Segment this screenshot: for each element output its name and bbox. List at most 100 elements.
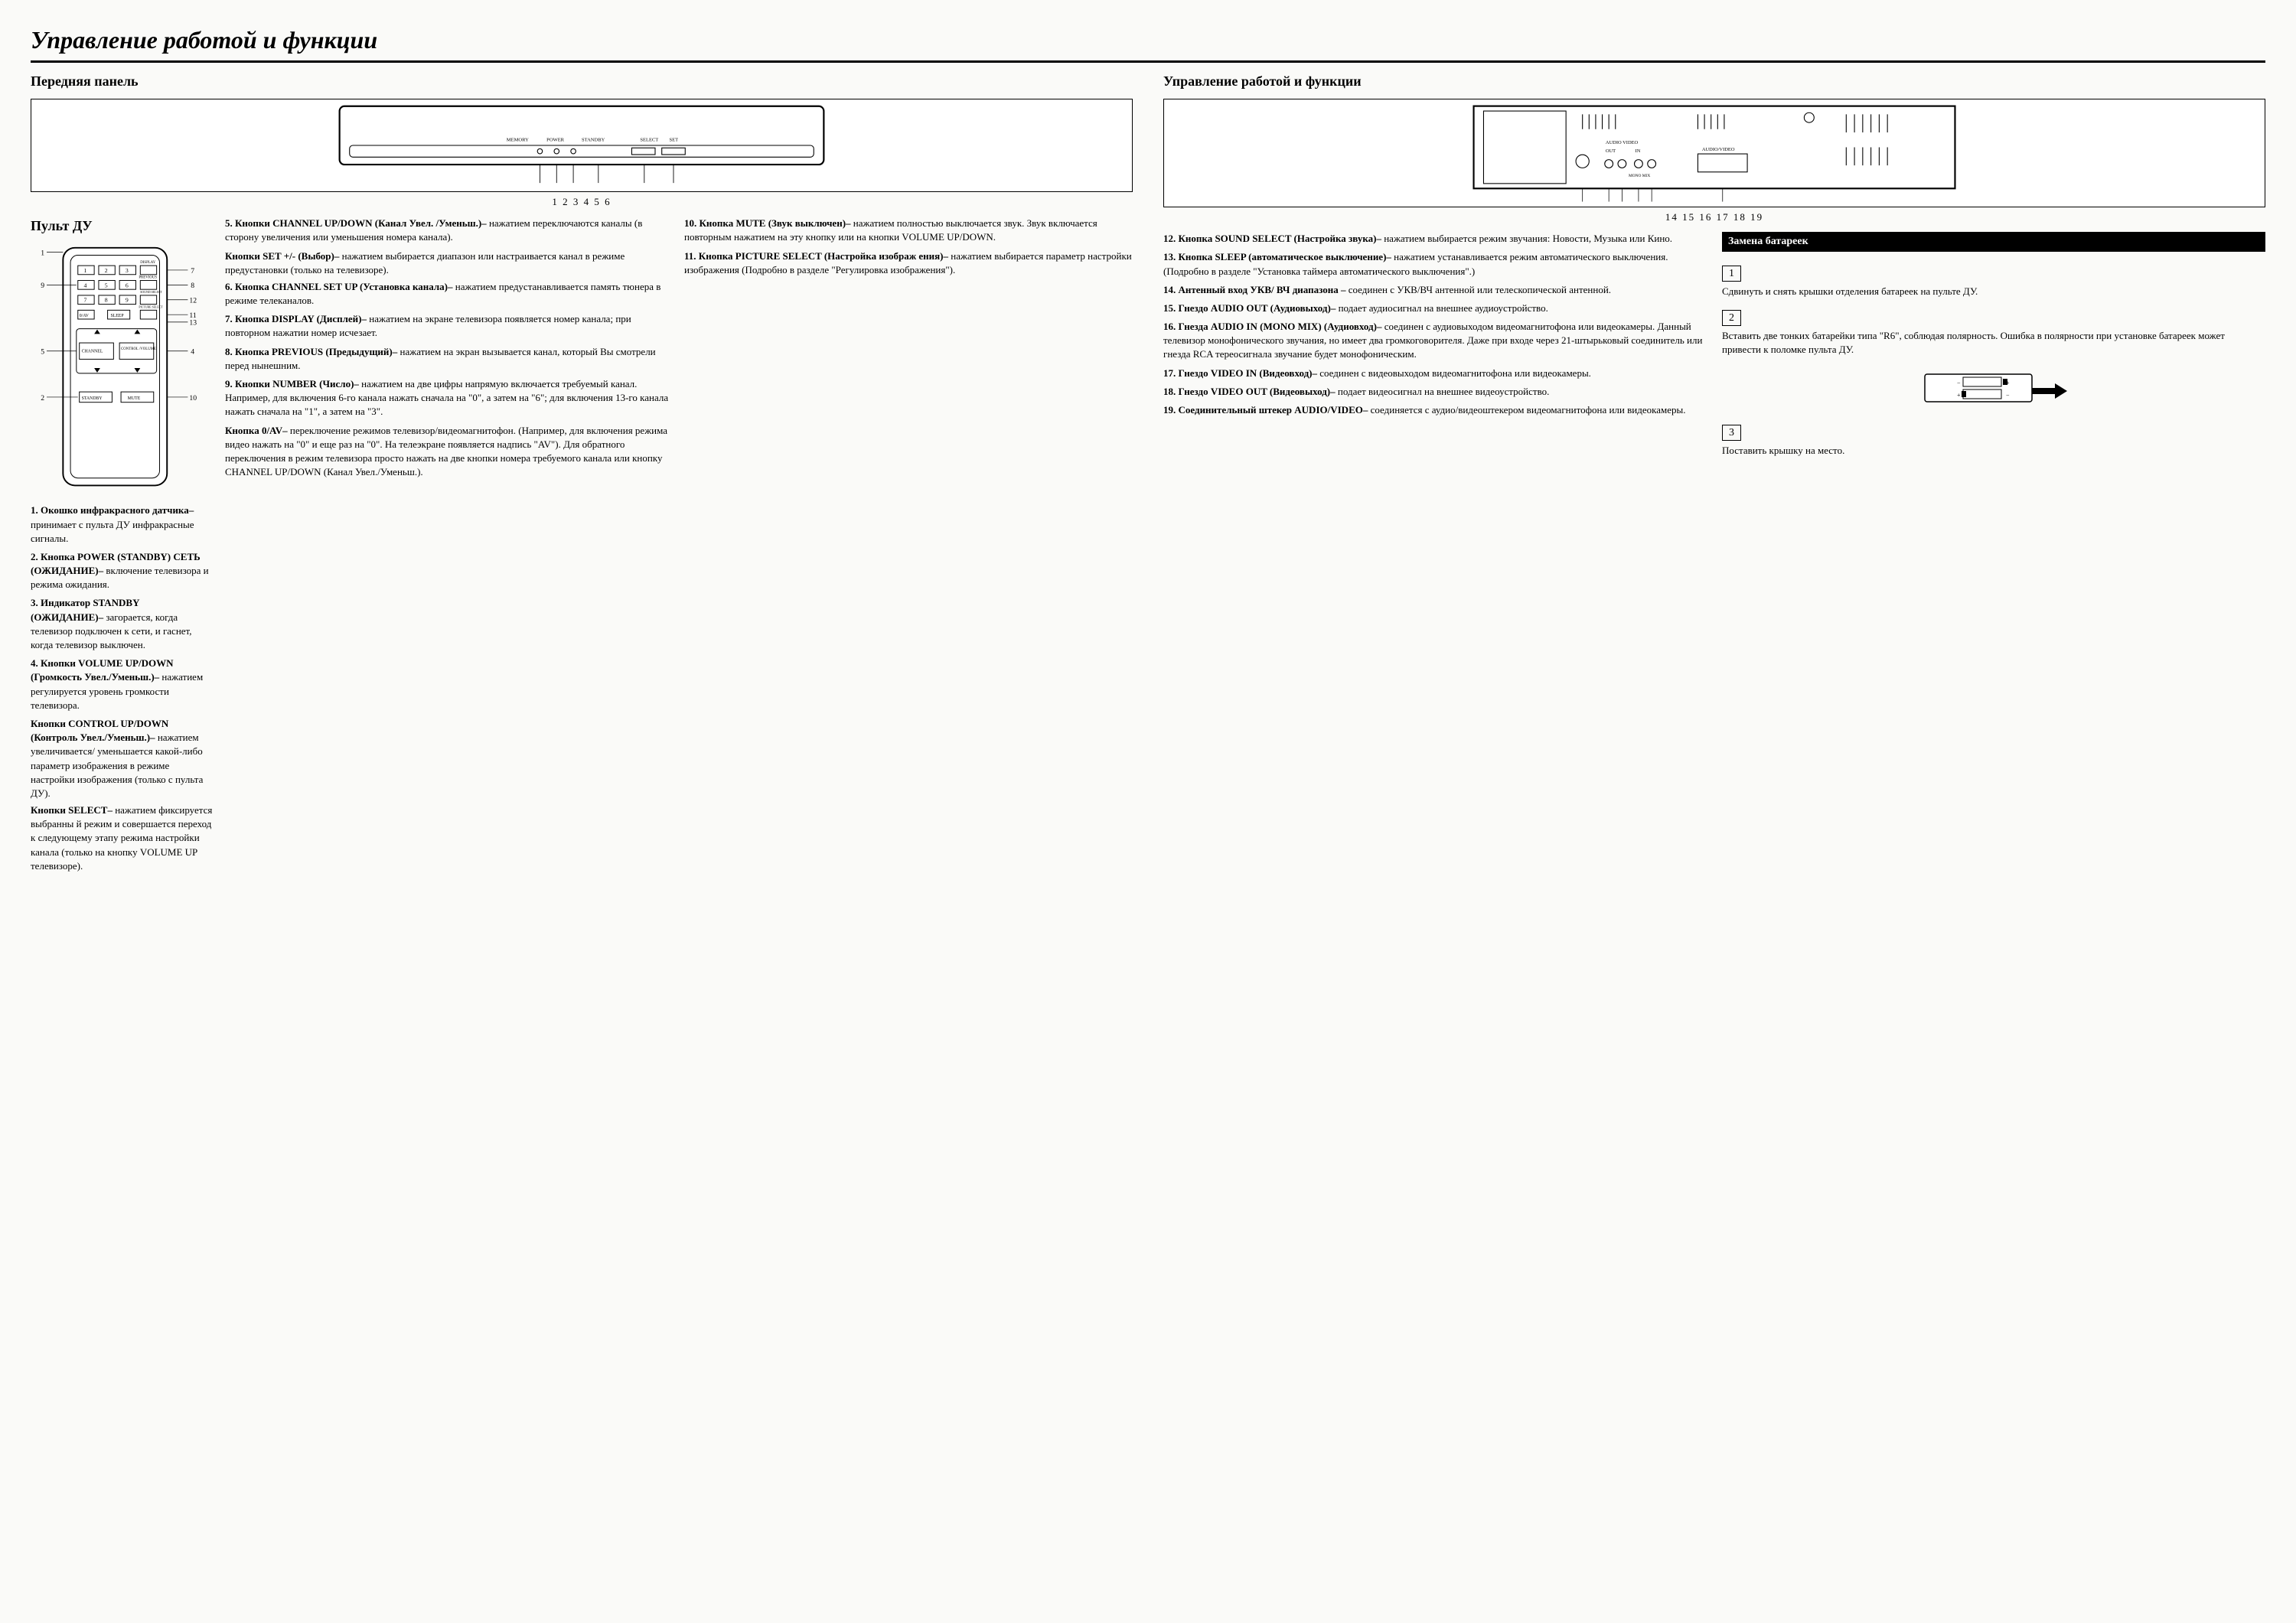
desc-item: 13. Кнопка SLEEP (автоматическое выключе… (1163, 250, 1707, 278)
left-column: Передняя панель MEMORY POWER STANDBY SEL… (31, 72, 1133, 876)
desc-num: 18. (1163, 386, 1179, 397)
svg-text:SELECT: SELECT (640, 138, 658, 143)
desc-item: 6. Кнопка CHANNEL SET UP (Установка кана… (225, 280, 673, 308)
desc-item: 7. Кнопка DISPLAY (Дисплей)– нажатием на… (225, 312, 673, 340)
desc-item: 17. Гнездо VIDEO IN (Видеовход)– соедине… (1163, 367, 1707, 380)
desc-title: Кнопки NUMBER (Число)– (235, 378, 361, 389)
desc-title: Кнопка MUTE (Звук выключен)– (700, 217, 853, 229)
svg-text:POWER: POWER (546, 138, 565, 143)
svg-text:IN: IN (1636, 148, 1641, 154)
svg-text:9: 9 (126, 297, 129, 304)
desc-text: соединяется с аудио/видеоштекером видеом… (1371, 404, 1686, 416)
step-1-num: 1 (1722, 266, 1741, 282)
desc-item: 9. Кнопки NUMBER (Число)– нажатием на дв… (225, 377, 673, 419)
front-panel-numbers: 1 2 3 4 5 6 (31, 195, 1133, 209)
desc-title: Гнездо AUDIO OUT (Аудиовыход)– (1179, 302, 1339, 314)
step-1-text: Сдвинуть и снять крышки отделения батаре… (1722, 285, 2265, 298)
desc-num: 19. (1163, 404, 1179, 416)
svg-text:2: 2 (41, 394, 44, 402)
desc-num: 16. (1163, 321, 1179, 332)
desc-list-col2c: 10. Кнопка MUTE (Звук выключен)– нажатие… (684, 217, 1133, 277)
desc-item: 12. Кнопка SOUND SELECT (Настройка звука… (1163, 232, 1707, 246)
desc-num: 9. (225, 378, 235, 389)
desc-title: Кнопка 0/AV– (225, 425, 290, 436)
svg-text:AUDIO VIDEO: AUDIO VIDEO (1606, 140, 1639, 145)
svg-text:DISPLAY: DISPLAY (140, 262, 156, 266)
desc-title: Кнопка DISPLAY (Дисплей)– (235, 313, 369, 324)
desc-num: 5. (225, 217, 235, 229)
right-column: Управление работой и функции AUDIO VIDEO… (1163, 72, 2265, 876)
desc-subpara: Кнопки SELECT– нажатием фиксируется выбр… (31, 803, 214, 873)
svg-text:13: 13 (189, 319, 197, 328)
remote-icon: 1 2 3 DISPLAY 4 5 6 PREVIOUS 7 8 9 SOUND… (38, 243, 207, 496)
title-rule (31, 60, 2265, 63)
rear-panel-numbers: 14 15 16 17 18 19 (1163, 210, 2265, 224)
desc-title: Кнопки CHANNEL UP/DOWN (Канал Увел. /Уме… (235, 217, 489, 229)
desc-num: 3. (31, 597, 41, 608)
desc-num: 14. (1163, 284, 1179, 295)
svg-text:OUT: OUT (1606, 148, 1616, 154)
desc-title: Гнездо VIDEO OUT (Видеовыход)– (1179, 386, 1338, 397)
desc-subpara: Кнопка 0/AV– переключение режимов телеви… (225, 424, 673, 480)
svg-text:MEMORY: MEMORY (507, 138, 529, 143)
desc-title: Окошко инфракрасного датчика– (41, 504, 194, 516)
desc-title: Кнопка SOUND SELECT (Настройка звука)– (1179, 233, 1384, 244)
desc-title: Гнезда AUDIO IN (MONO MIX) (Аудиовход)– (1179, 321, 1384, 332)
desc-text: соединен с УКВ/ВЧ антенной или телескопи… (1349, 284, 1611, 295)
desc-num: 2. (31, 551, 41, 562)
battery-section: Замена батареек 1 Сдвинуть и снять крышк… (1722, 232, 2265, 462)
battery-diagram: + − − + (1722, 365, 2265, 411)
desc-title: Антенный вход УКВ/ ВЧ диапазона – (1179, 284, 1349, 295)
svg-text:8: 8 (105, 297, 108, 304)
desc-item: 11. Кнопка PICTURE SELECT (Настройка изо… (684, 249, 1133, 277)
svg-text:+: + (1957, 392, 1961, 399)
desc-item: 1. Окошко инфракрасного датчика– принима… (31, 504, 214, 546)
desc-num: 10. (684, 217, 700, 229)
svg-text:STANDBY: STANDBY (82, 396, 103, 401)
desc-col-right: 10. Кнопка MUTE (Звук выключен)– нажатие… (684, 217, 1133, 876)
desc-num: 1. (31, 504, 41, 516)
desc-text: подает аудиосигнал на внешнее аудиоустро… (1339, 302, 1548, 314)
desc-title: Кнопки VOLUME UP/DOWN (Громкость Увел./У… (31, 657, 173, 683)
desc-item: 14. Антенный вход УКВ/ ВЧ диапазона – со… (1163, 283, 1707, 297)
desc-title: Кнопки SELECT– (31, 804, 115, 816)
svg-text:3: 3 (126, 267, 129, 274)
desc-num: 8. (225, 346, 235, 357)
desc-item: 10. Кнопка MUTE (Звук выключен)– нажатие… (684, 217, 1133, 244)
desc-list-col2: 5. Кнопки CHANNEL UP/DOWN (Канал Увел. /… (225, 217, 673, 479)
svg-text:4: 4 (84, 282, 87, 289)
desc-num: 11. (684, 250, 699, 262)
left-columns-wrap: Пульт ДУ 1 2 3 DISPLAY 4 5 6 PREVIOUS 7 … (31, 217, 1133, 876)
desc-item: 4. Кнопки VOLUME UP/DOWN (Громкость Увел… (31, 657, 214, 712)
svg-text:PREVIOUS: PREVIOUS (139, 276, 157, 280)
svg-text:SLEEP: SLEEP (110, 314, 123, 318)
desc-num: 12. (1163, 233, 1179, 244)
desc-num: 7. (225, 313, 235, 324)
desc-subpara: Кнопки SET +/- (Выбор)– нажатием выбирае… (225, 249, 673, 277)
svg-text:5: 5 (41, 348, 44, 357)
svg-text:AUDIO/VIDEO: AUDIO/VIDEO (1702, 147, 1735, 152)
desc-item: 5. Кнопки CHANNEL UP/DOWN (Канал Увел. /… (225, 217, 673, 244)
svg-text:+: + (2006, 380, 2010, 386)
step-2-text: Вставить две тонких батарейки типа "R6",… (1722, 329, 2265, 357)
desc-title: Кнопки SET +/- (Выбор)– (225, 250, 342, 262)
right-two-cols: 12. Кнопка SOUND SELECT (Настройка звука… (1163, 232, 2265, 462)
svg-text:7: 7 (84, 297, 87, 304)
desc-list-right: 12. Кнопка SOUND SELECT (Настройка звука… (1163, 232, 1707, 417)
svg-text:5: 5 (105, 282, 108, 289)
tv-front-icon: MEMORY POWER STANDBY SELECT SET (31, 99, 1132, 191)
svg-text:8: 8 (191, 282, 194, 291)
desc-num: 15. (1163, 302, 1179, 314)
svg-text:1: 1 (84, 267, 87, 274)
desc-num: 6. (225, 281, 235, 292)
desc-title: Кнопка PICTURE SELECT (Настройка изображ… (699, 250, 951, 262)
step-3-text: Поставить крышку на место. (1722, 444, 2265, 458)
desc-num: 17. (1163, 367, 1179, 379)
desc-title: Кнопка PREVIOUS (Предыдущий)– (235, 346, 400, 357)
desc-title: Кнопки CONTROL UP/DOWN (Контроль Увел./У… (31, 718, 168, 743)
desc-col-middle: 5. Кнопки CHANNEL UP/DOWN (Канал Увел. /… (225, 217, 673, 876)
desc-item: 16. Гнезда AUDIO IN (MONO MIX) (Аудиовхо… (1163, 320, 1707, 362)
desc-title: Гнездо VIDEO IN (Видеовход)– (1179, 367, 1320, 379)
desc-item: 15. Гнездо AUDIO OUT (Аудиовыход)– подае… (1163, 301, 1707, 315)
remote-column: Пульт ДУ 1 2 3 DISPLAY 4 5 6 PREVIOUS 7 … (31, 217, 214, 876)
